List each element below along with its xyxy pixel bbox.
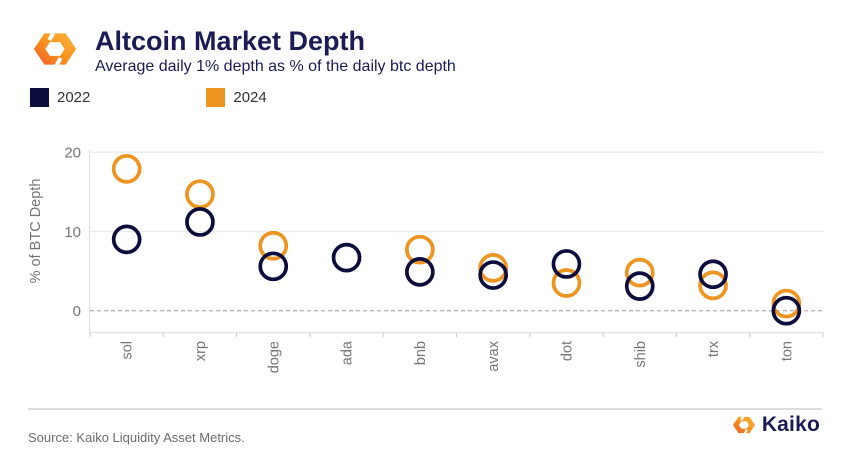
kaiko-logo-icon (33, 27, 77, 71)
marker-2022-ada (331, 242, 362, 273)
legend-label-2022: 2022 (57, 89, 91, 106)
legend-swatch-2024 (206, 88, 226, 107)
page-title: Altcoin Market Depth (95, 26, 366, 56)
market-depth-scatter-chart: 0 10 20 % of BTC Depth sol xrp doge ada bnb avax d… (28, 145, 824, 373)
marker-2022-ton (771, 295, 802, 326)
marker-2024-sol (111, 153, 142, 184)
x-tick-label-ada: ada (340, 340, 356, 365)
kaiko-brand-name: Kaiko (761, 413, 820, 436)
kaiko-logo-icon-small (732, 413, 755, 437)
x-tick-label-avax: avax (486, 340, 502, 371)
legend-label-2024: 2024 (233, 89, 267, 106)
marker-2022-doge (258, 251, 289, 282)
marker-2022-xrp (185, 207, 215, 237)
page-subtitle: Average daily 1% depth as % of the daily… (95, 58, 456, 75)
y-axis-title: % of BTC Depth (28, 179, 44, 284)
x-tick-label-sol: sol (120, 341, 136, 360)
y-tick-label: 0 (73, 303, 81, 320)
y-tick-label: 10 (64, 224, 81, 241)
source-note: Source: Kaiko Liquidity Asset Metrics. (28, 430, 245, 445)
marker-2024-xrp (185, 179, 215, 210)
legend-swatch-2022 (30, 88, 49, 107)
marker-2024-trx (698, 270, 728, 301)
x-tick-label-dot: dot (559, 341, 575, 361)
legend-item-2024: 2024 (206, 88, 267, 107)
kaiko-brand: Kaiko (732, 413, 820, 437)
marker-2024-shib (624, 257, 655, 288)
legend-item-2022: 2022 (30, 88, 90, 107)
marker-2024-doge (258, 230, 289, 261)
marker-2022-avax (478, 260, 508, 290)
x-tick-label-trx: trx (706, 340, 722, 357)
marker-2022-shib (624, 271, 655, 301)
marker-2022-trx (698, 259, 728, 290)
marker-2024-dot (551, 268, 582, 298)
x-tick-label-doge: doge (266, 341, 282, 373)
marker-2022-sol (111, 224, 142, 255)
marker-2022-bnb (405, 257, 435, 287)
x-tick-label-ton: ton (779, 341, 795, 361)
x-tick-label-bnb: bnb (413, 341, 429, 365)
marker-2024-bnb (405, 234, 435, 265)
x-tick-label-shib: shib (633, 341, 649, 368)
chart-legend: 2022 2024 (30, 88, 267, 107)
y-tick-label: 20 (64, 145, 81, 162)
footer-divider (28, 408, 822, 410)
marker-2022-dot (551, 249, 582, 279)
x-tick-label-xrp: xrp (193, 341, 209, 361)
